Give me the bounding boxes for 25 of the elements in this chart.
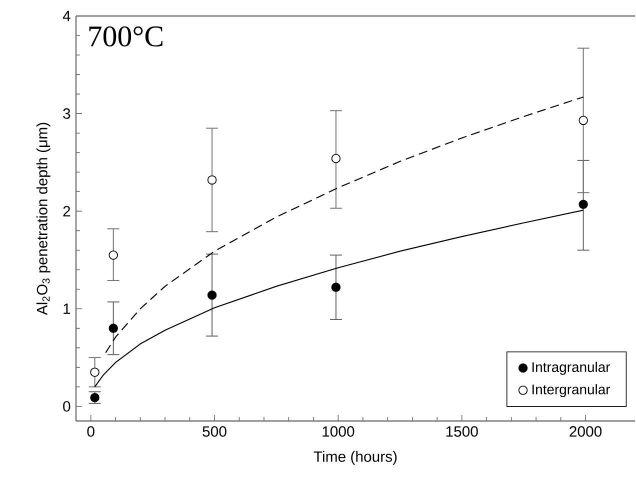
- x-axis-title: Time (hours): [314, 450, 397, 465]
- y-tick-label: 4: [62, 10, 70, 22]
- point: [331, 282, 341, 292]
- point: [90, 368, 100, 377]
- legend-label: Intergranular: [532, 384, 610, 398]
- point: [578, 116, 588, 126]
- legend-label: Intragranular: [532, 362, 610, 375]
- line-series: [105, 96, 584, 354]
- point: [207, 290, 217, 300]
- annotation: 700°C: [89, 26, 162, 46]
- x-tick-label: 1000: [322, 426, 354, 437]
- y-tick-label: 0: [63, 401, 70, 412]
- point: [108, 250, 118, 260]
- x-tick-label: 500: [202, 426, 226, 437]
- y-tick-label: 1: [64, 304, 70, 314]
- y-axis-title: Al$_{2}$O$_{3}$ penetration depth (μm): [36, 122, 50, 316]
- point: [578, 200, 588, 209]
- x-tick-label: 2000: [570, 426, 602, 437]
- y-tick-label: 3: [63, 108, 70, 119]
- x-tick-label: 1500: [446, 426, 478, 437]
- point: [331, 154, 341, 164]
- point: [108, 324, 118, 333]
- point: [207, 175, 217, 185]
- y-tick-label: 2: [63, 206, 70, 216]
- x-tick-label: 0: [87, 426, 94, 437]
